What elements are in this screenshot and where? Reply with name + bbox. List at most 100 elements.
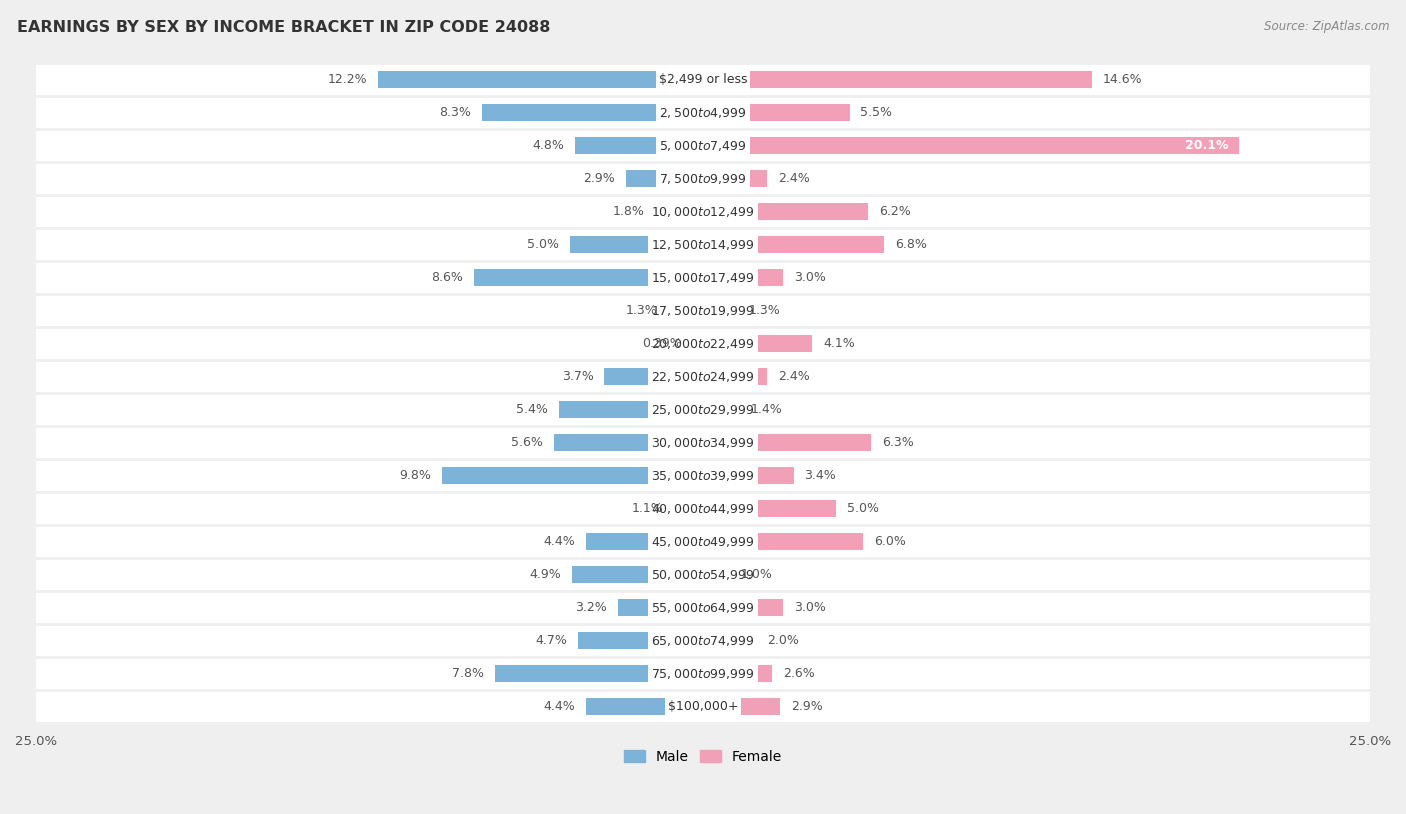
Text: 9.8%: 9.8% (399, 469, 430, 482)
Text: 3.7%: 3.7% (562, 370, 593, 383)
Bar (703, 698, 780, 716)
Text: 3.0%: 3.0% (794, 271, 825, 284)
Bar (37, 63, 1369, 96)
Bar (554, 434, 703, 451)
Bar (703, 500, 837, 517)
Text: 7.8%: 7.8% (453, 667, 484, 680)
Text: 5.0%: 5.0% (527, 238, 560, 251)
Text: 2.6%: 2.6% (783, 667, 815, 680)
Bar (703, 71, 1092, 88)
Text: Source: ZipAtlas.com: Source: ZipAtlas.com (1264, 20, 1389, 33)
Bar (693, 335, 703, 352)
Bar (37, 294, 1369, 327)
Text: $55,000 to $64,999: $55,000 to $64,999 (651, 601, 755, 615)
Bar (37, 162, 1369, 195)
Text: 12.2%: 12.2% (328, 73, 367, 86)
Bar (37, 525, 1369, 558)
Bar (37, 558, 1369, 591)
Bar (703, 533, 863, 550)
Text: $10,000 to $12,499: $10,000 to $12,499 (651, 204, 755, 219)
Bar (37, 129, 1369, 162)
Bar (703, 467, 794, 484)
Bar (495, 665, 703, 682)
Text: $7,500 to $9,999: $7,500 to $9,999 (659, 172, 747, 186)
Text: 1.8%: 1.8% (613, 205, 644, 218)
Text: 2.0%: 2.0% (768, 634, 799, 647)
Bar (37, 624, 1369, 657)
Text: $2,500 to $4,999: $2,500 to $4,999 (659, 106, 747, 120)
Text: $22,500 to $24,999: $22,500 to $24,999 (651, 370, 755, 383)
Bar (578, 632, 703, 649)
Bar (703, 302, 738, 319)
Text: 1.3%: 1.3% (748, 304, 780, 317)
Bar (703, 566, 730, 583)
Bar (37, 657, 1369, 690)
Bar (673, 500, 703, 517)
Bar (560, 401, 703, 418)
Text: 2.4%: 2.4% (778, 370, 810, 383)
Text: 1.1%: 1.1% (631, 502, 664, 515)
Text: 0.39%: 0.39% (643, 337, 682, 350)
Bar (482, 104, 703, 121)
Bar (37, 426, 1369, 459)
Bar (37, 327, 1369, 360)
Bar (586, 533, 703, 550)
Bar (617, 599, 703, 616)
Bar (703, 203, 869, 220)
Bar (441, 467, 703, 484)
Text: 4.9%: 4.9% (530, 568, 561, 581)
Bar (37, 261, 1369, 294)
Bar (605, 368, 703, 385)
Text: 4.8%: 4.8% (533, 139, 564, 152)
Legend: Male, Female: Male, Female (619, 744, 787, 769)
Bar (37, 96, 1369, 129)
Bar (586, 698, 703, 716)
Text: 8.3%: 8.3% (439, 106, 471, 119)
Bar (37, 393, 1369, 426)
Text: 6.8%: 6.8% (896, 238, 927, 251)
Bar (703, 368, 768, 385)
Text: 14.6%: 14.6% (1104, 73, 1143, 86)
Text: 4.1%: 4.1% (823, 337, 855, 350)
Text: 4.4%: 4.4% (543, 700, 575, 713)
Text: 3.0%: 3.0% (794, 601, 825, 614)
Text: 5.4%: 5.4% (516, 403, 548, 416)
Bar (655, 203, 703, 220)
Text: 3.2%: 3.2% (575, 601, 607, 614)
Bar (703, 599, 783, 616)
Text: 5.6%: 5.6% (510, 436, 543, 449)
Text: $35,000 to $39,999: $35,000 to $39,999 (651, 469, 755, 483)
Text: 2.4%: 2.4% (778, 172, 810, 185)
Text: $45,000 to $49,999: $45,000 to $49,999 (651, 535, 755, 549)
Text: 5.0%: 5.0% (846, 502, 879, 515)
Bar (703, 632, 756, 649)
Text: 1.4%: 1.4% (751, 403, 783, 416)
Text: $12,500 to $14,999: $12,500 to $14,999 (651, 238, 755, 252)
Text: 20.1%: 20.1% (1185, 139, 1229, 152)
Text: $40,000 to $44,999: $40,000 to $44,999 (651, 501, 755, 515)
Text: 6.3%: 6.3% (882, 436, 914, 449)
Text: $20,000 to $22,499: $20,000 to $22,499 (651, 336, 755, 351)
Text: 2.9%: 2.9% (792, 700, 823, 713)
Text: $2,499 or less: $2,499 or less (659, 73, 747, 86)
Bar (703, 104, 849, 121)
Text: 6.0%: 6.0% (873, 535, 905, 548)
Text: 2.9%: 2.9% (583, 172, 614, 185)
Text: 8.6%: 8.6% (432, 271, 463, 284)
Bar (703, 236, 884, 253)
Bar (37, 591, 1369, 624)
Bar (668, 302, 703, 319)
Text: $30,000 to $34,999: $30,000 to $34,999 (651, 435, 755, 449)
Bar (703, 335, 813, 352)
Text: $25,000 to $29,999: $25,000 to $29,999 (651, 403, 755, 417)
Text: 6.2%: 6.2% (879, 205, 911, 218)
Text: 5.5%: 5.5% (860, 106, 893, 119)
Bar (37, 360, 1369, 393)
Text: EARNINGS BY SEX BY INCOME BRACKET IN ZIP CODE 24088: EARNINGS BY SEX BY INCOME BRACKET IN ZIP… (17, 20, 550, 35)
Text: $65,000 to $74,999: $65,000 to $74,999 (651, 633, 755, 648)
Bar (37, 492, 1369, 525)
Text: $15,000 to $17,499: $15,000 to $17,499 (651, 270, 755, 285)
Bar (474, 269, 703, 287)
Bar (703, 170, 768, 187)
Bar (703, 269, 783, 287)
